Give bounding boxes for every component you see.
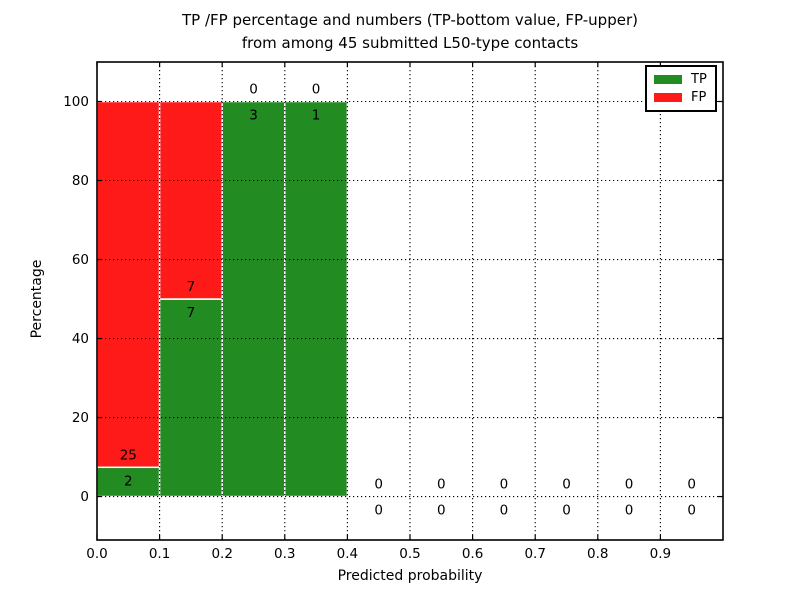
fp-count-label: 0: [687, 477, 696, 493]
x-tick-label: 0.0: [86, 546, 107, 562]
y-axis-label: Percentage: [29, 259, 45, 339]
x-tick-label: 0.6: [462, 546, 483, 562]
y-tick-label: 80: [72, 173, 89, 189]
fp-count-label: 0: [562, 477, 571, 493]
tp-count-label: 7: [187, 305, 196, 321]
tp-count-label: 0: [500, 503, 509, 519]
tp-count-label: 0: [687, 503, 696, 519]
fp-count-label: 0: [625, 477, 634, 493]
chart-title-line2: from among 45 submitted L50-type contact…: [241, 34, 579, 52]
x-tick-label: 0.8: [587, 546, 608, 562]
x-tick-label: 0.5: [399, 546, 420, 562]
x-tick-label: 0.1: [149, 546, 170, 562]
y-tick-label: 0: [80, 489, 89, 505]
bar-segment-tp: [158, 298, 223, 498]
y-tick-label: 60: [72, 252, 89, 268]
legend-label-tp: TP: [691, 72, 707, 88]
bar-segment-tp: [221, 100, 286, 498]
legend-item-fp: FP: [654, 91, 708, 104]
tp-count-label: 0: [437, 503, 446, 519]
fp-count-label: 7: [187, 279, 196, 295]
tp-count-label: 3: [249, 108, 258, 124]
bar-segment-fp: [96, 100, 161, 469]
fp-count-label: 0: [374, 477, 383, 493]
x-tick-label: 0.3: [274, 546, 295, 562]
legend: TP FP: [645, 65, 717, 112]
y-tick-label: 100: [63, 94, 89, 110]
fp-count-label: 25: [120, 447, 137, 463]
x-tick-label: 0.4: [337, 546, 358, 562]
x-axis-label: Predicted probability: [337, 568, 483, 584]
chart-title-line1: TP /FP percentage and numbers (TP-bottom…: [182, 11, 638, 29]
tp-count-label: 0: [374, 503, 383, 519]
legend-label-fp: FP: [691, 89, 707, 105]
fp-count-label: 0: [312, 82, 321, 98]
fp-count-label: 0: [500, 477, 509, 493]
bar-segment-fp: [158, 100, 223, 300]
y-tick-label: 20: [72, 410, 89, 426]
fp-count-label: 0: [249, 82, 258, 98]
bar-segment-tp: [284, 100, 349, 498]
tp-count-label: 0: [562, 503, 571, 519]
fp-color-swatch: [654, 92, 682, 102]
tp-count-label: 2: [124, 473, 133, 489]
chart-title: TP /FP percentage and numbers (TP-bottom…: [97, 9, 723, 55]
y-tick-label: 40: [72, 331, 89, 347]
tp-color-swatch: [654, 75, 682, 85]
x-tick-label: 0.9: [650, 546, 671, 562]
x-tick-label: 0.7: [524, 546, 545, 562]
legend-item-tp: TP: [654, 73, 708, 86]
tp-count-label: 0: [625, 503, 634, 519]
tp-count-label: 1: [312, 108, 321, 124]
x-tick-label: 0.2: [211, 546, 232, 562]
fp-count-label: 0: [437, 477, 446, 493]
